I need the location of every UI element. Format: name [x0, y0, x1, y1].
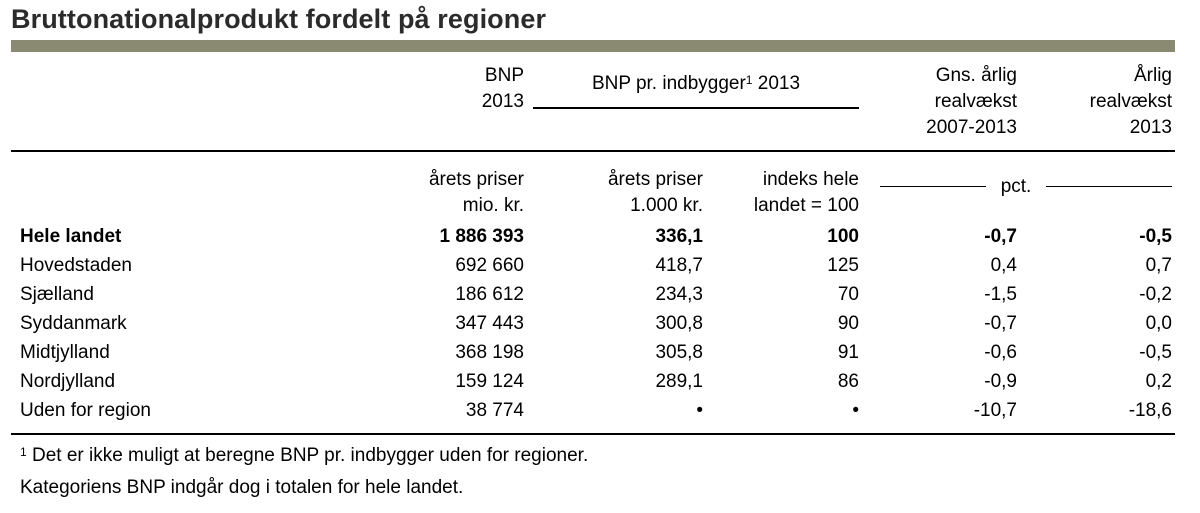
row-region: Sjælland: [20, 284, 94, 305]
footnote-line1: 1 Det er ikke muligt at beregne BNP pr. …: [20, 442, 588, 470]
pct-line-right: [1046, 186, 1172, 187]
header-divider: [11, 150, 1175, 152]
row-per-capita: 305,8: [655, 342, 703, 363]
row-per-capita: 289,1: [655, 371, 703, 392]
header-bnp-line2: 2013: [481, 91, 524, 112]
row-aarlig: -0,2: [1139, 284, 1172, 305]
row-bnp: 186 612: [455, 284, 524, 305]
row-per-capita: 336,1: [655, 226, 703, 247]
page-title: Bruttonationalprodukt fordelt på regione…: [11, 4, 547, 34]
unit-col1-line1: årets priser: [428, 169, 524, 190]
footnote-line2: Kategoriens BNP indgår dog i totalen for…: [20, 477, 464, 498]
row-index: 70: [837, 284, 859, 305]
row-region: Syddanmark: [20, 313, 127, 334]
row-gns: -1,5: [984, 284, 1017, 305]
row-aarlig: -18,6: [1128, 400, 1172, 421]
row-per-capita: 418,7: [655, 255, 703, 276]
row-per-capita: •: [696, 400, 703, 421]
header-gns-line1: Gns. årlig: [935, 65, 1017, 86]
header-aarlig-line1: Årlig: [1133, 65, 1172, 86]
row-gns: 0,4: [990, 255, 1017, 276]
row-aarlig: 0,0: [1145, 313, 1172, 334]
row-gns: -10,7: [973, 400, 1017, 421]
row-gns: -0,7: [984, 313, 1017, 334]
unit-pct: pct.: [1000, 176, 1032, 197]
footnote-text-1: Det er ikke muligt at beregne BNP pr. in…: [31, 445, 589, 466]
unit-col3-line2: landet = 100: [753, 195, 859, 216]
header-gns-line3: 2007-2013: [926, 117, 1017, 138]
row-index: 125: [827, 255, 859, 276]
row-aarlig: -0,5: [1139, 226, 1172, 247]
footnote-ref: 1: [745, 73, 753, 87]
row-region: Nordjylland: [20, 371, 116, 392]
row-index: •: [852, 400, 859, 421]
table-bottom-rule: [11, 433, 1175, 435]
row-bnp: 159 124: [455, 371, 524, 392]
row-bnp: 38 774: [465, 400, 524, 421]
row-aarlig: 0,7: [1145, 255, 1172, 276]
row-gns: -0,9: [984, 371, 1017, 392]
row-per-capita: 234,3: [655, 284, 703, 305]
unit-col3-line1: indeks hele: [762, 169, 859, 190]
row-index: 90: [837, 313, 859, 334]
header-aarlig-line3: 2013: [1129, 117, 1172, 138]
row-index: 100: [827, 226, 859, 247]
row-region: Midtjylland: [20, 342, 110, 363]
row-region: Uden for region: [20, 400, 151, 421]
row-per-capita: 300,8: [655, 313, 703, 334]
row-bnp: 1 886 393: [439, 226, 524, 247]
row-gns: -0,7: [984, 226, 1017, 247]
unit-col1-line2: mio. kr.: [462, 195, 524, 216]
header-per-capita-label: BNP pr. indbygger: [591, 73, 746, 94]
header-aarlig-line2: realvækst: [1089, 91, 1172, 112]
header-per-capita-year: 2013: [757, 73, 801, 94]
header-underline: [533, 107, 859, 109]
footnote-marker: 1: [20, 445, 27, 459]
row-index: 91: [837, 342, 859, 363]
row-bnp: 368 198: [455, 342, 524, 363]
unit-col2-line2: 1.000 kr.: [630, 195, 703, 216]
row-region: Hele landet: [20, 226, 122, 247]
header-per-capita: BNP pr. indbygger1 2013: [533, 71, 859, 97]
header-gns-line2: realvækst: [934, 91, 1017, 112]
row-region: Hovedstaden: [20, 255, 132, 276]
row-index: 86: [837, 371, 859, 392]
row-gns: -0,6: [984, 342, 1017, 363]
title-bar: [11, 40, 1175, 52]
row-bnp: 347 443: [455, 313, 524, 334]
header-bnp-line1: BNP: [484, 65, 524, 86]
row-aarlig: 0,2: [1145, 371, 1172, 392]
row-bnp: 692 660: [455, 255, 524, 276]
row-aarlig: -0,5: [1139, 342, 1172, 363]
pct-line-left: [880, 186, 986, 187]
unit-col2-line1: årets priser: [607, 169, 703, 190]
